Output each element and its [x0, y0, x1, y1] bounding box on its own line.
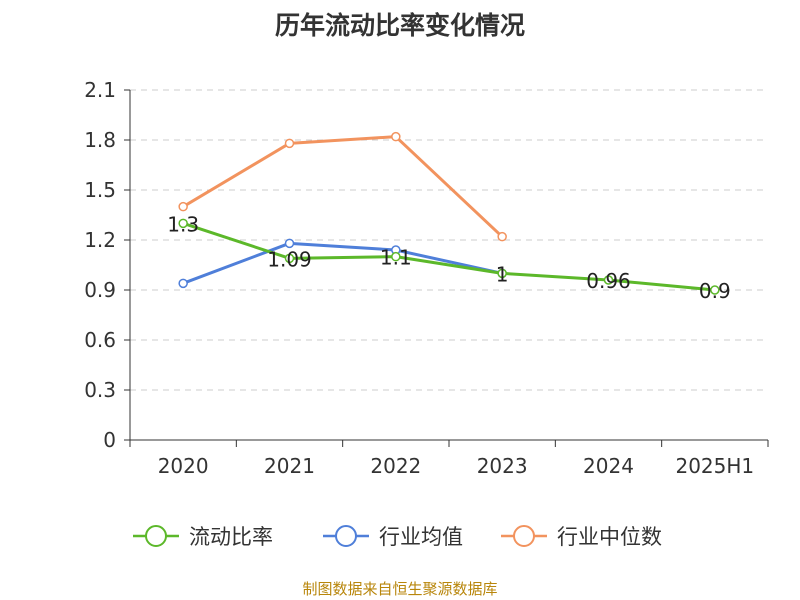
- legend-item: 行业均值: [323, 525, 463, 549]
- data-point: [497, 268, 507, 279]
- grid-lines: [130, 89, 768, 391]
- data-labels: 1.3 1.09 1.1 1 0.96 0.9: [167, 212, 730, 303]
- legend-item: 行业中位数: [501, 525, 662, 549]
- chart-title: 历年流动比率变化情况: [274, 11, 525, 40]
- data-point: [178, 218, 188, 229]
- legend-item: 流动比率: [133, 525, 273, 549]
- data-label: 1.3: [167, 212, 199, 236]
- y-tick-label: 0.9: [84, 278, 116, 302]
- x-tick-label: 2020: [158, 454, 209, 478]
- data-label: 0.9: [699, 279, 731, 303]
- data-point: [284, 238, 295, 249]
- legend-label: 行业中位数: [557, 525, 662, 549]
- y-tick-label: 0: [103, 428, 116, 452]
- x-tick-label: 2021: [264, 454, 315, 478]
- axes: 0 0.3 0.6 0.9 1.2 1.5 1.8 2.1 2020 2021 2022 2023 20…: [84, 78, 769, 478]
- data-label: 1.09: [267, 247, 312, 271]
- y-tick-label: 0.3: [84, 378, 116, 402]
- source-note: 制图数据来自恒生聚源数据库: [302, 580, 498, 598]
- data-label: 1.1: [380, 246, 412, 270]
- legend: 流动比率 行业均值 行业中位数: [133, 525, 662, 549]
- data-point: [178, 201, 188, 212]
- data-point: [284, 253, 295, 264]
- y-tick-label: 0.6: [84, 328, 116, 352]
- series-line: [182, 241, 503, 285]
- legend-label: 行业均值: [379, 525, 463, 549]
- y-tick-label: 2.1: [84, 78, 116, 102]
- data-label: 0.96: [586, 269, 631, 293]
- data-point: [497, 231, 507, 242]
- legend-marker: [335, 525, 357, 547]
- data-point: [178, 278, 188, 289]
- data-point: [391, 251, 401, 262]
- y-tick-label: 1.8: [84, 128, 116, 152]
- y-tick-label: 1.2: [84, 228, 116, 252]
- x-tick-label: 2024: [583, 454, 634, 478]
- data-point: [284, 138, 295, 149]
- series-line: [182, 135, 504, 238]
- legend-label: 流动比率: [189, 525, 273, 549]
- data-label: 1: [496, 262, 509, 286]
- x-tick-label: 2022: [370, 454, 421, 478]
- x-tick-label: 2023: [477, 454, 528, 478]
- legend-marker: [513, 525, 535, 547]
- series-lines: [178, 131, 720, 295]
- data-point: [710, 285, 720, 295]
- y-tick-label: 1.5: [84, 178, 116, 202]
- data-point: [391, 131, 401, 142]
- data-point: [603, 275, 614, 285]
- series-line: [182, 221, 715, 292]
- legend-marker: [145, 525, 167, 547]
- x-tick-label: 2025H1: [675, 454, 754, 478]
